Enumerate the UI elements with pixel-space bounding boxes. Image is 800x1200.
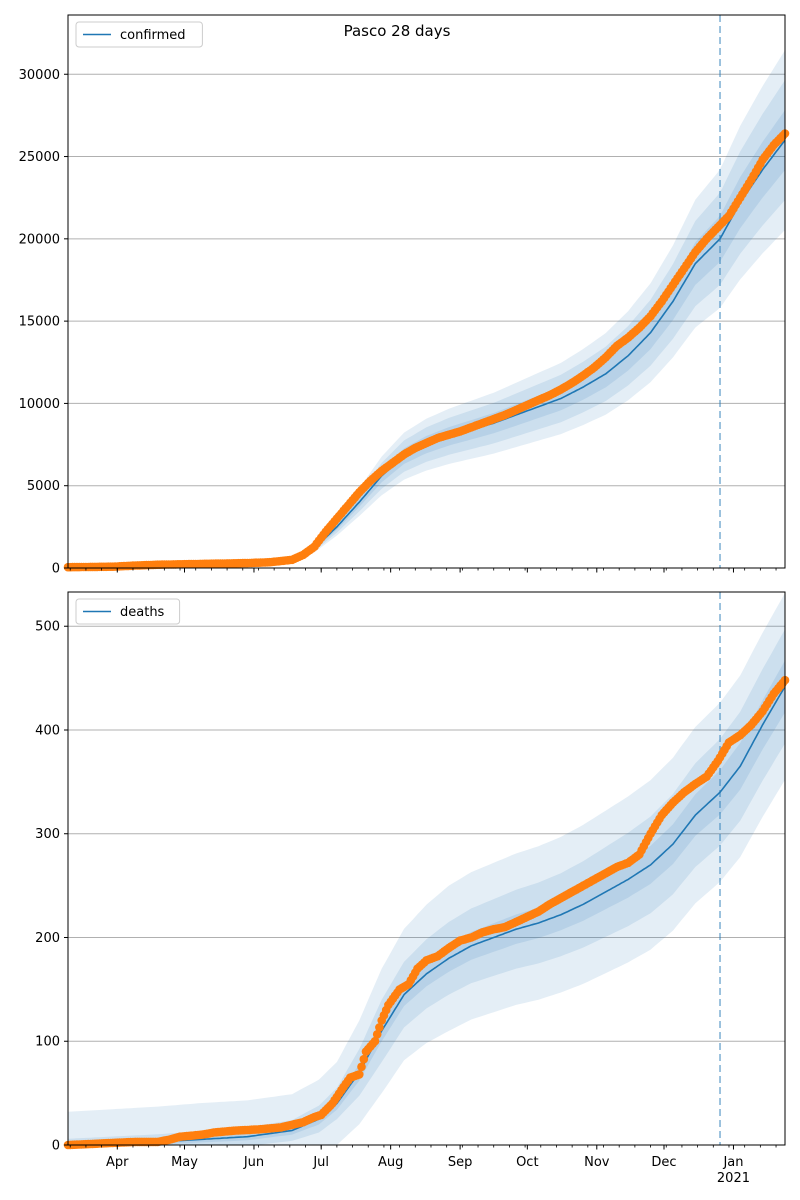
y-tick-label: 15000 — [19, 315, 60, 330]
legend-label: confirmed — [120, 28, 186, 43]
y-tick-label: 100 — [35, 1035, 60, 1050]
y-tick-label: 30000 — [19, 68, 60, 83]
axes-frame — [67, 14, 786, 569]
deaths-legend: deaths — [75, 598, 181, 625]
confirmed-panel: 0 5000 10000 15000 20000 25000 30000 confirmed — [19, 14, 790, 577]
x-tick-label: Nov — [584, 1155, 610, 1170]
x-tick-label: May — [171, 1155, 198, 1170]
y-grid — [68, 73, 785, 569]
y-tick-label: 20000 — [19, 232, 60, 247]
observed-point — [370, 1036, 380, 1046]
x-tick-label: Dec — [651, 1155, 676, 1170]
uncertainty-bands — [68, 50, 785, 568]
x-tick-label: Jul — [312, 1155, 329, 1170]
confirmed-model-line — [67, 139, 786, 568]
observed-point — [357, 1062, 366, 1072]
band-3 — [68, 593, 785, 1145]
uncertainty-bands — [68, 593, 785, 1145]
axes-frame — [67, 591, 786, 1146]
band-2 — [68, 629, 785, 1145]
x-year-label: 2021 — [717, 1171, 750, 1186]
y-tick-label: 400 — [35, 723, 60, 738]
x-tick-label: Jan — [722, 1155, 743, 1170]
observed-point — [355, 1070, 364, 1079]
observed-point — [359, 1054, 369, 1064]
y-tick-label: 10000 — [19, 397, 60, 412]
legend-label: deaths — [120, 605, 165, 620]
observed-point — [372, 1030, 382, 1039]
y-tick-label: 500 — [35, 620, 60, 635]
confirmed-observed-points — [63, 129, 790, 572]
x-axis — [69, 568, 777, 573]
y-tick-label: 0 — [52, 562, 60, 577]
deaths-observed-points — [63, 675, 790, 1150]
legend-box — [75, 21, 203, 48]
deaths-panel: 0 100 200 300 400 500 Apr May Jun Jul Aug Sep Oct Nov… — [35, 591, 790, 1186]
x-tick-label: Oct — [516, 1155, 538, 1170]
y-tick-label: 25000 — [19, 150, 60, 165]
y-tick-label: 0 — [52, 1139, 60, 1154]
y-tick-label: 300 — [35, 827, 60, 842]
y-tick-label: 200 — [35, 931, 60, 946]
x-tick-label: Aug — [378, 1155, 403, 1170]
band-2 — [68, 80, 785, 568]
y-axis: 0 100 200 300 400 500 — [35, 620, 68, 1154]
y-tick-label: 5000 — [27, 479, 60, 494]
x-tick-label: Jun — [243, 1155, 264, 1170]
x-tick-label: Sep — [448, 1155, 473, 1170]
legend-box — [75, 598, 181, 625]
figure-title: Pasco 28 days — [344, 22, 451, 40]
band-1 — [68, 110, 785, 568]
confirmed-legend: confirmed — [75, 21, 203, 48]
y-axis: 0 5000 10000 15000 20000 25000 30000 — [19, 68, 68, 577]
band-3 — [68, 50, 785, 568]
x-tick-label: Apr — [106, 1155, 129, 1170]
observed-point — [375, 1023, 384, 1032]
